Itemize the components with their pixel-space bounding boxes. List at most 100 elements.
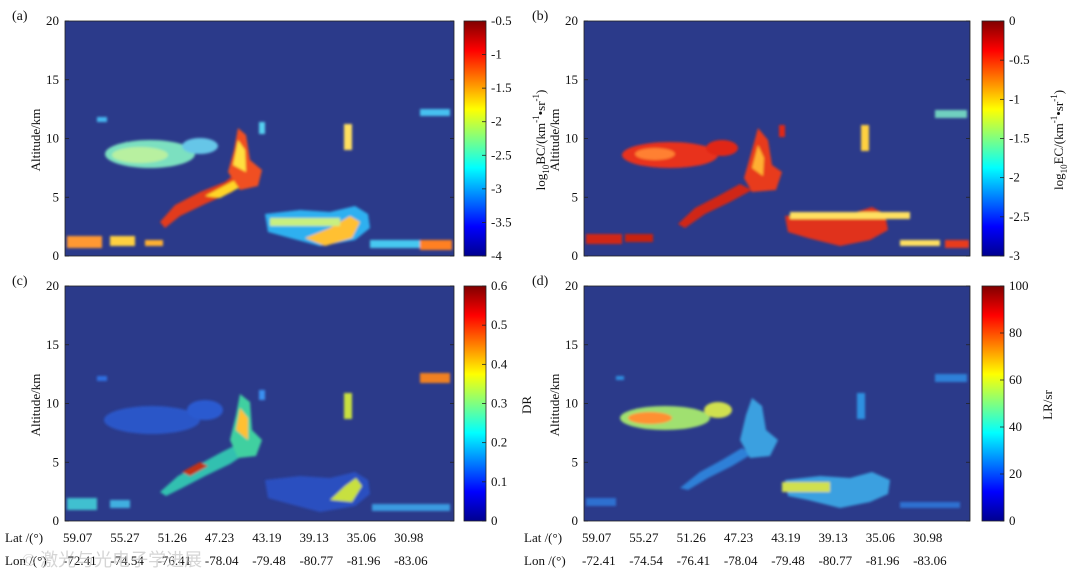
cloud-c-topleft [97, 376, 107, 381]
y-tick-label: 15 [565, 72, 578, 87]
plot-area-a [65, 21, 454, 256]
colorbar-tick-label: -0.5 [491, 13, 512, 28]
cloud-a-diag-yellow [205, 180, 246, 198]
cloud-a-ground1 [67, 236, 102, 248]
cloud-b-ground1 [586, 234, 622, 244]
colorbar-tick-label: -3 [1009, 248, 1020, 263]
lat-value: 55.27 [629, 530, 659, 545]
cloud-d-t10 [857, 393, 865, 419]
plot-area-c [65, 286, 454, 521]
cloud-b-tower-yellow [752, 145, 764, 176]
colorbar-label-b: log10EC/(km-1•sr-1) [1049, 90, 1069, 190]
y-tick-label: 10 [46, 396, 59, 411]
ylabel-d: Altitude/km [547, 374, 562, 437]
plot-area-b [584, 21, 970, 256]
colorbar-tick-label: 0 [491, 513, 498, 528]
colorbar-tick-label: -1 [1009, 91, 1020, 106]
colorbar-tick-label: 100 [1009, 278, 1029, 293]
y-tick-label: 20 [46, 13, 59, 28]
y-tick-label: 10 [565, 396, 578, 411]
heatmap-d [586, 374, 967, 508]
cloud-b-plume-core [635, 148, 675, 160]
y-tick-label: 10 [46, 131, 59, 146]
heatmap-a [67, 109, 452, 250]
lon-value: -81.96 [866, 553, 900, 568]
lat-value: 30.98 [913, 530, 942, 545]
heatmap-b [586, 110, 969, 248]
cloud-c-lowlayer-core [330, 478, 362, 502]
y-axis-a: 0 5 10 15 20 [46, 13, 454, 263]
colorbar-tick-label: 80 [1009, 325, 1022, 340]
colorbar-tick-label: -1 [491, 47, 502, 62]
y-tick-label: 0 [53, 513, 60, 528]
cloud-c-t10b [344, 393, 352, 419]
colorbar-tick-label: -2.5 [491, 147, 512, 162]
lat-value: 51.26 [158, 530, 188, 545]
y-tick-label: 15 [46, 72, 59, 87]
panel-c: 0 5 10 15 20 Altitude/km (c) 0.6 0.5 0.4 0.3 0.2… [5, 274, 534, 568]
cloud-a-plume2 [182, 138, 218, 154]
lon-value: -83.06 [394, 553, 428, 568]
panel-d: 0 5 10 15 20 Altitude/km (d) 100 80 60 40 20 0 LR… [524, 274, 1055, 568]
panel-label-a: (a) [12, 9, 28, 24]
cloud-b-ground4 [900, 240, 940, 246]
lat-value: 39.13 [819, 530, 848, 545]
lat-value: 47.23 [205, 530, 234, 545]
colorbar-tick-label: -1.5 [491, 80, 512, 95]
lon-value: -74.54 [629, 553, 663, 568]
lat-value: 59.07 [582, 530, 612, 545]
panel-a: 0 5 10 15 20 Altitude/km (a) -0.5 -1 -1.5 -2 -2.… [12, 9, 551, 263]
cloud-c-t10c [420, 373, 450, 383]
colorbar-label-c: DR [519, 396, 534, 414]
y-tick-label: 10 [565, 131, 578, 146]
lon-row-label: Lon /(°) [524, 553, 566, 568]
panel-label-b: (b) [532, 9, 549, 24]
lat-value: 55.27 [110, 530, 140, 545]
colorbar-tick-label: 0.6 [491, 278, 508, 293]
cloud-b-ground2 [625, 234, 653, 242]
cloud-b-plume2 [706, 140, 738, 156]
colorbar-tick-label: 40 [1009, 419, 1022, 434]
cloud-d-ground3 [900, 502, 960, 508]
cloud-b-t10c [935, 110, 967, 118]
cloud-a-t10b [344, 124, 352, 150]
lon-value: -72.41 [63, 553, 97, 568]
lat-value: 39.13 [300, 530, 329, 545]
cloud-a-lowlayer-core [305, 216, 360, 246]
x-rows-d: Lat /(°) Lon /(°) 59.07 -72.41 55.27 -74.54 51… [524, 530, 947, 568]
cloud-a-ground3 [370, 240, 450, 248]
lon-value: -80.77 [819, 553, 853, 568]
cloud-d-ground1 [586, 498, 616, 506]
colorbar-tick-label: 0.4 [491, 356, 508, 371]
y-tick-label: 0 [572, 248, 579, 263]
colorbar-tick-label: -3.5 [491, 214, 512, 229]
colorbar-tick-label: -4 [491, 248, 502, 263]
panel-label-c: (c) [12, 274, 28, 289]
y-tick-label: 0 [572, 513, 579, 528]
colorbar-tick-label: 0.5 [491, 317, 507, 332]
cloud-a-ground5 [145, 240, 163, 246]
lon-value: -74.54 [110, 553, 144, 568]
colorbar-tick-label: -2 [1009, 170, 1020, 185]
y-axis-d: 0 5 10 15 20 [565, 278, 970, 528]
colorbar-label-a: log10BC/(km-1•sr-1) [531, 90, 551, 191]
lat-value: 30.98 [394, 530, 423, 545]
y-tick-label: 5 [572, 454, 579, 469]
lat-value: 43.19 [771, 530, 800, 545]
cloud-b-ground3 [945, 240, 969, 248]
lon-row-label: Lon /(°) [5, 553, 47, 568]
y-tick-label: 0 [53, 248, 60, 263]
lat-row-label: Lat /(°) [5, 530, 43, 545]
cloud-d-plume2 [704, 402, 732, 418]
cloud-c-plume2 [187, 400, 223, 420]
cloud-b-t10b [861, 125, 869, 151]
colorbar-ticks-d: 100 80 60 40 20 0 [1000, 278, 1029, 528]
lat-value: 51.26 [677, 530, 707, 545]
lon-value: -80.77 [300, 553, 334, 568]
y-tick-label: 15 [565, 337, 578, 352]
cloud-c-ground3 [372, 504, 450, 511]
colorbar-a [463, 20, 487, 257]
cloud-c-diag-red [182, 462, 208, 476]
cloud-a-ground2 [110, 236, 135, 246]
